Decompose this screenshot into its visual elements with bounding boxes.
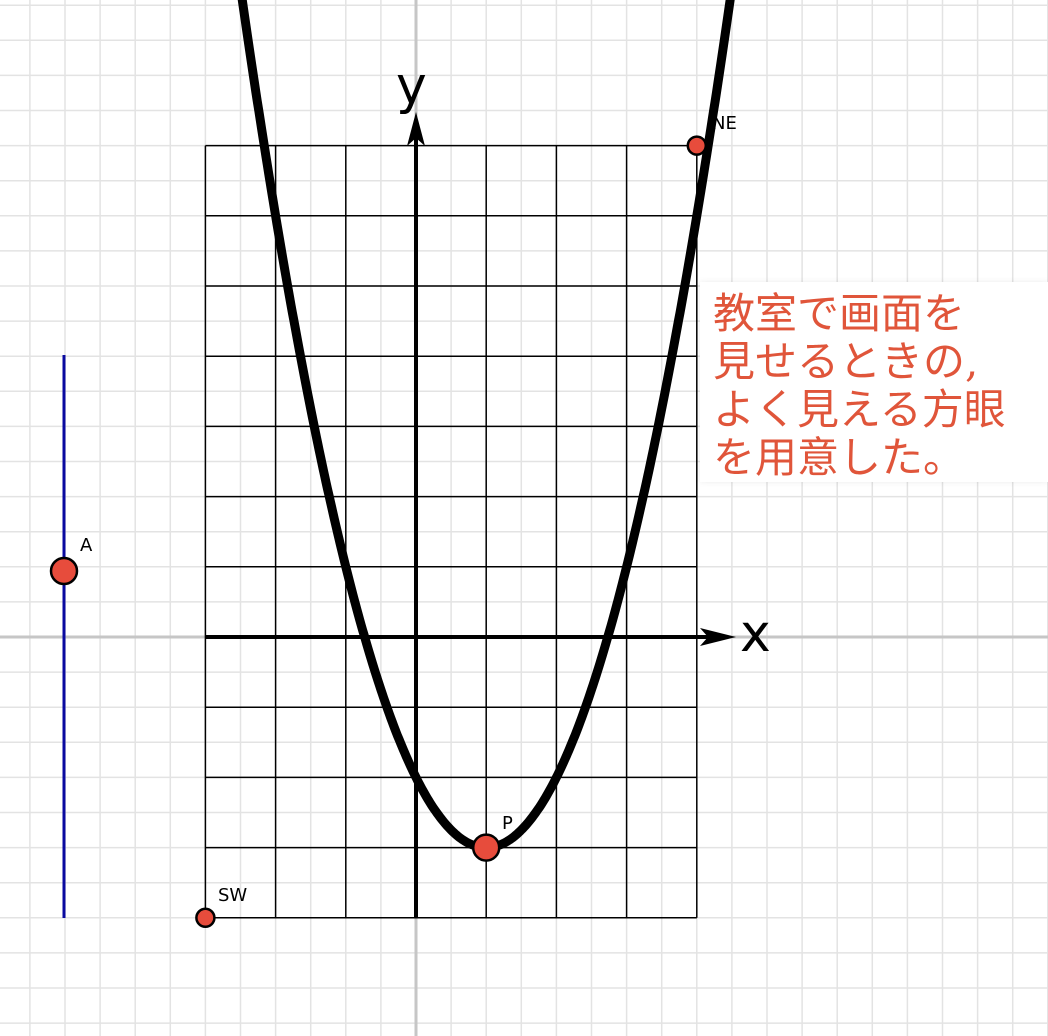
point-label-sw: SW bbox=[218, 885, 248, 906]
points-layer bbox=[49, 135, 708, 929]
point-label-a: A bbox=[80, 535, 93, 556]
x-axis-arrow bbox=[700, 628, 736, 646]
note-line-2: 見せるときの, bbox=[713, 337, 979, 386]
x-axis-label: x bbox=[740, 604, 771, 664]
note-line-1: 教室で画面を bbox=[713, 289, 966, 338]
point-p[interactable] bbox=[471, 833, 501, 862]
y-axis-label: y bbox=[396, 56, 427, 116]
point-ne[interactable] bbox=[686, 135, 708, 156]
note-box: 教室で画面を 見せるときの, よく見える方眼 を用意した。 bbox=[700, 282, 1048, 482]
note-line-4: を用意した。 bbox=[713, 433, 966, 482]
point-label-ne: NE bbox=[712, 113, 737, 134]
point-label-p: P bbox=[502, 813, 513, 834]
coordinate-axes bbox=[205, 112, 736, 918]
y-axis-arrow bbox=[407, 112, 425, 146]
point-a[interactable] bbox=[49, 556, 79, 586]
parabola-curve[interactable] bbox=[234, 0, 742, 853]
point-sw[interactable] bbox=[195, 907, 216, 929]
note-line-3: よく見える方眼 bbox=[713, 385, 1006, 434]
